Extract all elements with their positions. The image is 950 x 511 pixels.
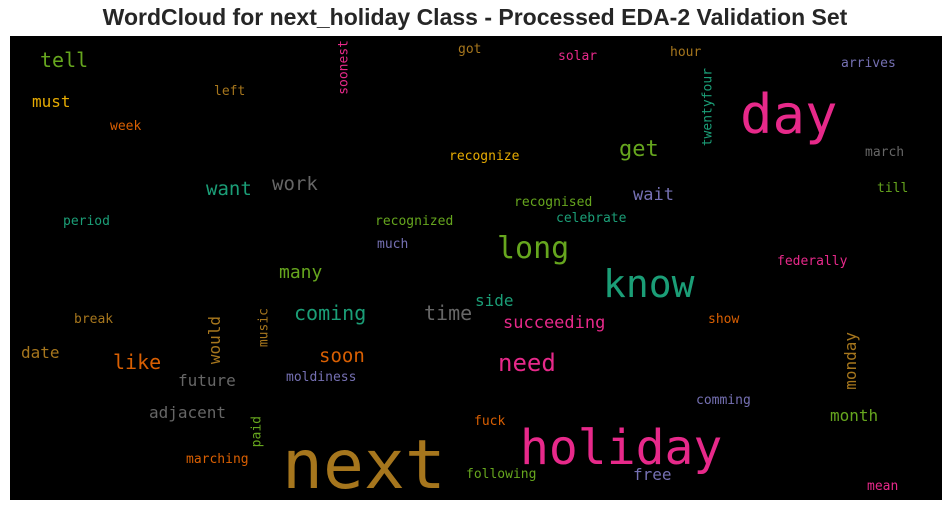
word-break: break [74,312,113,327]
word-future: future [178,371,236,390]
word-long: long [497,231,569,266]
word-month: month [830,406,878,425]
word-get: get [619,137,659,162]
word-celebrate: celebrate [556,211,627,226]
word-show: show [708,312,739,327]
word-moldiness: moldiness [286,370,356,385]
word-holiday: holiday [520,420,722,476]
word-comming: comming [696,393,751,408]
word-marching: marching [186,452,249,467]
word-need: need [498,349,556,377]
word-coming: coming [294,301,366,325]
word-succeeding: succeeding [503,313,605,333]
word-period: period [63,214,110,229]
word-know: know [603,262,695,306]
word-got: got [458,42,481,57]
word-tell: tell [40,48,88,72]
word-much: much [377,237,408,252]
word-day: day [740,83,838,146]
word-time: time [424,301,472,325]
word-recognize: recognize [449,149,520,164]
chart-title: WordCloud for next_holiday Class - Proce… [102,4,848,30]
wordcloud-canvas: next holiday day know long need get want work lik… [10,36,942,500]
word-music: music [256,308,271,347]
word-side: side [475,291,514,310]
word-paid: paid [249,416,264,447]
wordcloud-svg: next holiday day know long need get want work lik… [21,40,908,500]
word-mean: mean [867,479,898,494]
word-adjacent: adjacent [149,403,226,422]
word-march: march [865,145,904,160]
word-like: like [113,350,161,374]
word-recognised: recognised [514,195,592,210]
word-recognized: recognized [375,214,453,229]
word-soonest: soonest [336,40,351,95]
word-solar: solar [558,49,597,64]
word-date: date [21,343,60,362]
word-work: work [272,173,318,195]
word-federally: federally [777,254,848,269]
word-next: next [282,426,446,500]
word-many: many [279,262,323,283]
word-twentyfour: twentyfour [700,68,715,146]
word-want: want [206,178,252,200]
word-hour: hour [670,45,701,60]
word-arrives: arrives [841,56,896,71]
word-week: week [110,119,141,134]
word-free: free [633,465,672,484]
word-till: till [877,181,908,196]
word-fuck: fuck [474,414,505,429]
word-monday: monday [841,332,860,390]
word-would: would [205,316,224,364]
word-left: left [214,84,245,99]
word-must: must [32,92,71,111]
word-soon: soon [319,345,365,367]
word-wait: wait [633,185,674,205]
word-following: following [466,467,536,482]
